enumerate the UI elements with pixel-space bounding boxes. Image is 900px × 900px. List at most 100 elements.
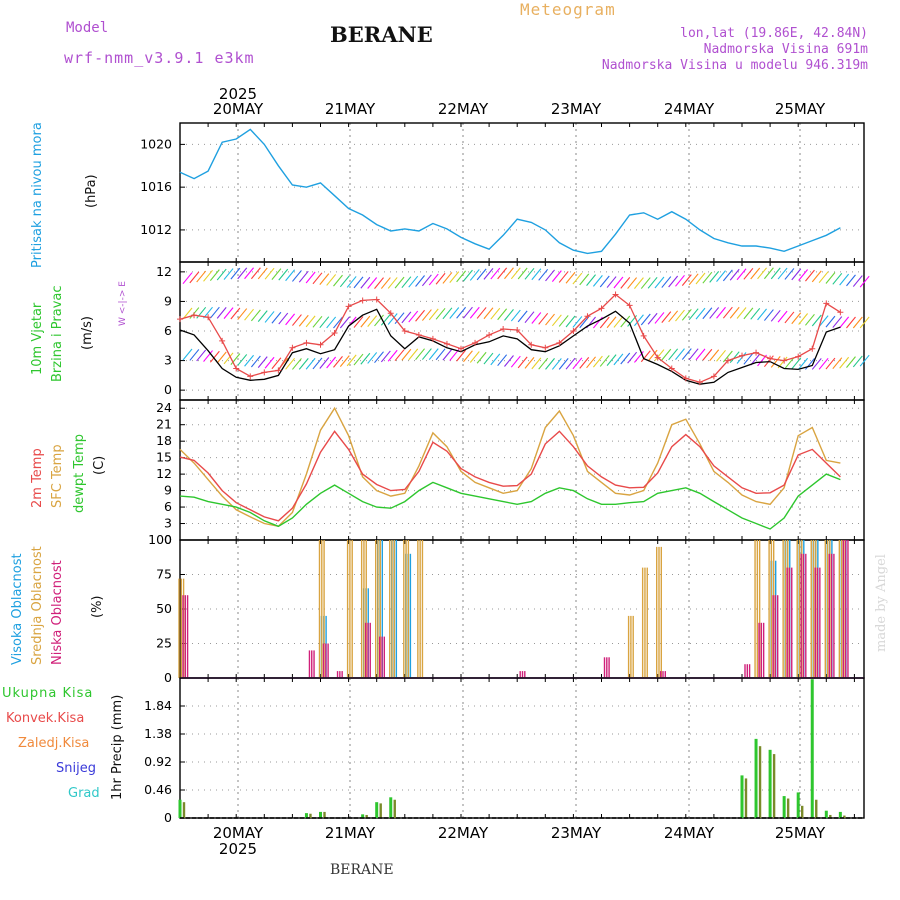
wind-barb	[770, 267, 781, 280]
wind-barb	[264, 356, 275, 369]
wind-barb	[449, 307, 460, 319]
wind-barb	[380, 350, 391, 363]
wind-barb	[463, 350, 473, 363]
conv-precip-bar	[843, 815, 846, 818]
wind-barb	[565, 357, 576, 370]
wind-barb	[647, 349, 658, 362]
wind-barb	[620, 315, 631, 328]
total-precip-bar	[304, 813, 308, 818]
wind-barb	[688, 308, 699, 321]
wind-barb	[654, 349, 665, 361]
y-tick-label: 0.46	[144, 782, 172, 797]
wind-barb	[784, 311, 795, 324]
y-tick-label: 12	[156, 466, 172, 481]
wind-barb	[846, 274, 856, 287]
wind-barb	[394, 312, 405, 325]
conv-precip-bar	[309, 813, 312, 818]
wind-barb	[223, 352, 234, 365]
conv-precip-bar	[772, 754, 776, 818]
wind-barb	[408, 310, 419, 323]
wind-barb	[483, 352, 494, 365]
wind-barb	[517, 356, 528, 369]
wind-barb	[565, 315, 576, 328]
wind-barb	[387, 313, 398, 325]
gust-marker	[472, 339, 479, 346]
wind-barb	[606, 276, 617, 288]
wind-barb	[497, 308, 508, 321]
y-tick-label: 1012	[140, 222, 172, 237]
wind-barb	[394, 349, 405, 362]
wind-barb	[743, 307, 754, 320]
gust-marker	[556, 339, 563, 346]
model-name: wrf-nmm_v3.9.1 e3km	[64, 49, 255, 67]
gust-marker	[443, 340, 450, 347]
gust-marker	[528, 341, 535, 348]
wind-barb	[606, 354, 617, 367]
gust-marker	[401, 328, 408, 334]
wind-barb	[298, 314, 309, 327]
total-precip-bar	[838, 811, 842, 818]
wind-barb	[811, 358, 822, 370]
y-tick-label: 15	[156, 450, 172, 465]
gust-marker	[191, 312, 198, 319]
wind-barb	[476, 307, 487, 319]
wind-barb	[510, 355, 521, 368]
wind-barb	[558, 271, 569, 283]
wind-barb	[285, 269, 296, 282]
wind-barb	[517, 310, 528, 323]
station-title: BERANE	[330, 22, 433, 47]
wind-barb	[832, 357, 843, 370]
conv-precip-bar	[393, 799, 396, 818]
wind-barb	[572, 357, 583, 370]
wind-barb	[182, 272, 193, 285]
panel-frame	[179, 122, 865, 263]
wind-barb	[695, 272, 706, 285]
wind-barb	[709, 271, 720, 283]
precip-panel: 0 0.46 0.92 1.38 1.84	[144, 677, 865, 825]
wind-barb	[798, 357, 809, 370]
wind-barb	[545, 358, 555, 370]
gust-marker	[724, 357, 731, 364]
wind-barb	[702, 307, 713, 320]
y-tick-label: 25	[156, 636, 172, 651]
wind-barb	[319, 273, 330, 285]
y-tick-label: 0	[164, 532, 172, 547]
wind-barb	[312, 272, 323, 285]
gust-marker	[640, 332, 647, 339]
total-precip-bar	[740, 775, 744, 818]
wind-barb	[196, 306, 207, 319]
wind-barb	[825, 357, 836, 370]
y-tick-label: 3	[164, 353, 172, 368]
wind-barb	[791, 357, 802, 370]
gust-marker	[514, 327, 521, 334]
wind-barb	[346, 276, 357, 288]
wind-barb	[203, 350, 213, 362]
wind-barb	[620, 352, 631, 365]
y-tick-label: 24	[156, 400, 172, 415]
wind-barb	[846, 356, 856, 368]
wind-barb	[244, 354, 254, 367]
wind-barb	[353, 276, 364, 289]
wind-barb	[237, 308, 248, 320]
y-tick-label: 9	[164, 293, 172, 308]
wind-barb	[791, 268, 802, 281]
model-label: Model	[66, 20, 109, 36]
y-tick-label: 0	[164, 810, 172, 825]
pressure-panel: 1012 1016 1020	[140, 122, 865, 263]
panel-frame	[179, 677, 865, 819]
wind-barb	[606, 316, 617, 329]
footer-station: BERANE	[330, 862, 394, 878]
wind-barb	[763, 267, 774, 280]
wind-barb	[333, 274, 343, 287]
gust-marker	[345, 303, 352, 310]
gust-marker	[219, 337, 226, 344]
gust-marker	[387, 310, 394, 317]
wind-barb	[319, 357, 330, 369]
gust-marker	[177, 316, 183, 323]
y-tick-label: 1.84	[144, 698, 172, 713]
wind-barb	[722, 269, 733, 282]
wind-barb	[312, 357, 323, 370]
total-precip-bar	[824, 810, 828, 818]
wind-barb	[421, 309, 432, 321]
temp2m-line	[179, 430, 841, 522]
